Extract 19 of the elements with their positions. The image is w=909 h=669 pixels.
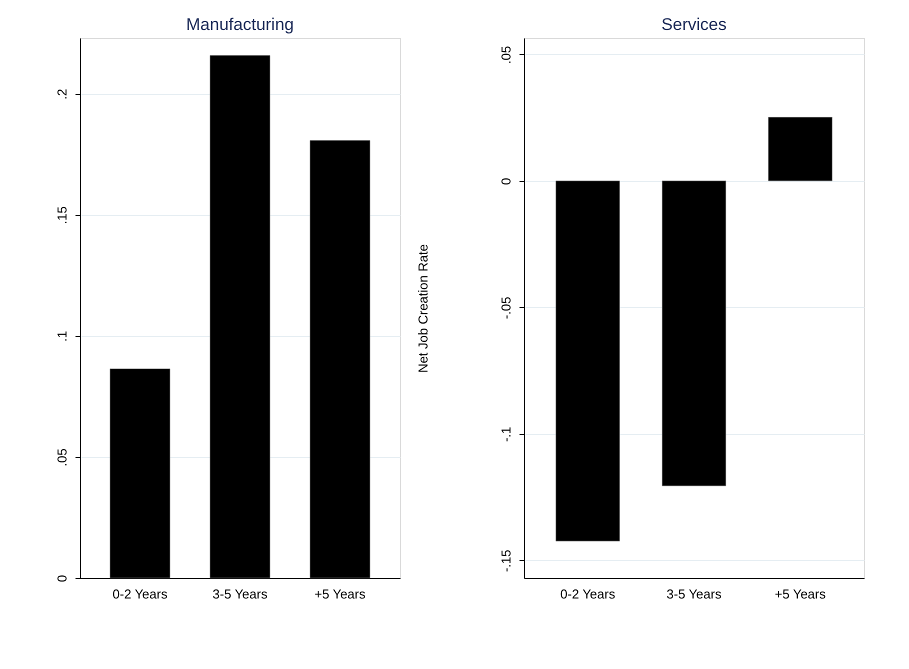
y-tick-label: .2	[54, 88, 70, 100]
y-tick-label: .05	[498, 46, 514, 64]
y-tick-label: .1	[54, 330, 70, 342]
x-tick-label: +5 Years	[774, 586, 826, 602]
x-tick-label: 0-2 Years	[112, 586, 168, 602]
y-tick-label: -.1	[498, 426, 514, 442]
y-tick-label: .15	[54, 206, 70, 224]
chart-title: Manufacturing	[186, 15, 294, 34]
x-tick-label: 0-2 Years	[560, 586, 616, 602]
chart-title: Services	[661, 15, 727, 34]
y-tick-label: 0	[498, 178, 514, 186]
x-tick-label: +5 Years	[314, 586, 366, 602]
y-tick-label: -.05	[498, 296, 514, 320]
y-tick-label: 0	[54, 574, 70, 582]
y-tick-label: .05	[54, 448, 70, 466]
x-tick-label: 3-5 Years	[212, 586, 268, 602]
x-tick-label: 3-5 Years	[666, 586, 722, 602]
y-tick-label: -.15	[498, 550, 514, 572]
y-axis-title: Net Job Creation Rate	[416, 244, 430, 373]
